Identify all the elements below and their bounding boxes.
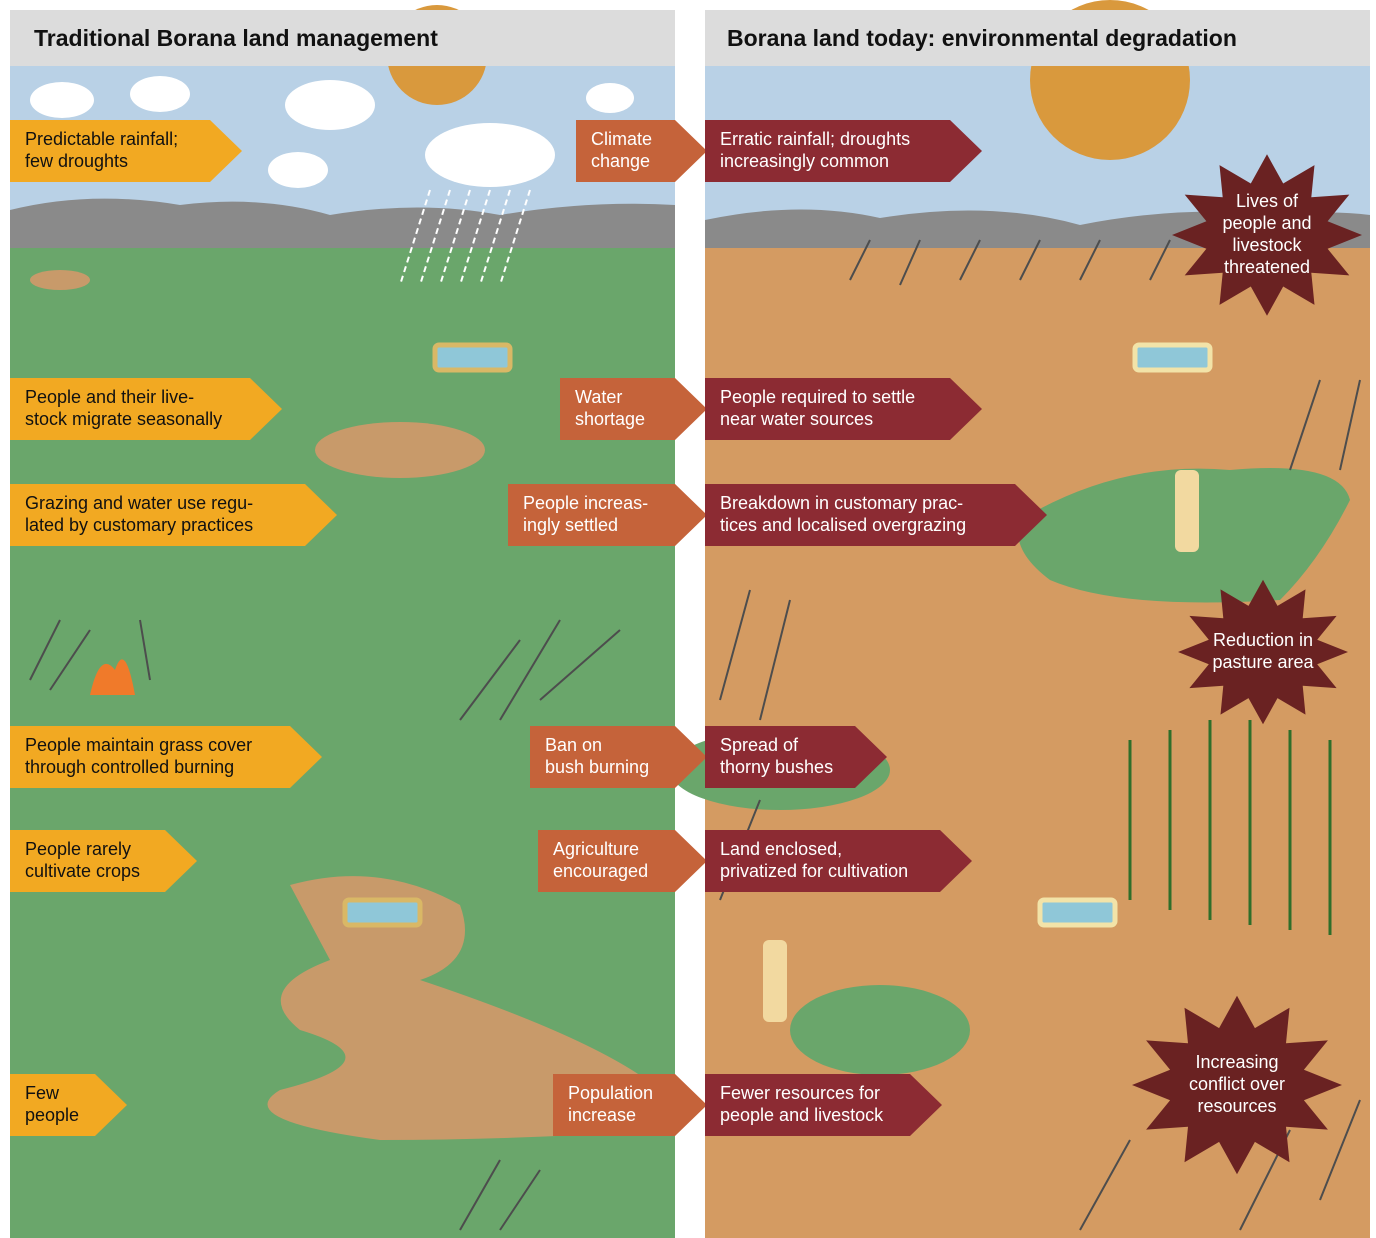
arrow-line: Breakdown in customary prac- bbox=[720, 493, 963, 513]
arrow-line: increase bbox=[568, 1105, 636, 1125]
star-line: resources bbox=[1197, 1096, 1276, 1116]
arrow-line: Erratic rainfall; droughts bbox=[720, 129, 910, 149]
arrow-line: lated by customary practices bbox=[25, 515, 253, 535]
arrow-line: Land enclosed, bbox=[720, 839, 842, 859]
arrow-line: through controlled burning bbox=[25, 757, 234, 777]
arrow-line: cultivate crops bbox=[25, 861, 140, 881]
arrow-line: Grazing and water use regu- bbox=[25, 493, 253, 513]
arrow-line: privatized for cultivation bbox=[720, 861, 908, 881]
arrow-line: shortage bbox=[575, 409, 645, 429]
arrow-line: Spread of bbox=[720, 735, 799, 755]
arrow-line: People increas- bbox=[523, 493, 648, 513]
arrow-line: People maintain grass cover bbox=[25, 735, 252, 755]
arrow-line: People rarely bbox=[25, 839, 131, 859]
star-line: threatened bbox=[1224, 257, 1310, 277]
arrow-line: change bbox=[591, 151, 650, 171]
arrow-line: Climate bbox=[591, 129, 652, 149]
arrow-line: ingly settled bbox=[523, 515, 618, 535]
infographic: Traditional Borana land management Boran… bbox=[0, 0, 1376, 1238]
arrow-line: Fewer resources for bbox=[720, 1083, 880, 1103]
arrow-line: encouraged bbox=[553, 861, 648, 881]
arrow-line: few droughts bbox=[25, 151, 128, 171]
arrow-line: thorny bushes bbox=[720, 757, 833, 777]
arrow-line: stock migrate seasonally bbox=[25, 409, 222, 429]
headers: Traditional Borana land management Boran… bbox=[10, 10, 1370, 66]
star-line: people and bbox=[1222, 213, 1311, 233]
arrow-line: increasingly common bbox=[720, 151, 889, 171]
arrow-line: Predictable rainfall; bbox=[25, 129, 178, 149]
arrow-line: Water bbox=[575, 387, 622, 407]
right-title: Borana land today: environmental degrada… bbox=[727, 25, 1237, 51]
arrow-line: People required to settle bbox=[720, 387, 915, 407]
arrow-line: bush burning bbox=[545, 757, 649, 777]
arrow-line: Ban on bbox=[545, 735, 602, 755]
left-background bbox=[10, 5, 675, 1238]
arrow-line: Agriculture bbox=[553, 839, 639, 859]
arrow-line: Few bbox=[25, 1083, 60, 1103]
star-line: livestock bbox=[1232, 235, 1302, 255]
arrow-line: people bbox=[25, 1105, 79, 1125]
star-line: Reduction in bbox=[1213, 630, 1313, 650]
star-line: Lives of bbox=[1236, 191, 1299, 211]
arrow-line: Population bbox=[568, 1083, 653, 1103]
arrow-line: People and their live- bbox=[25, 387, 194, 407]
arrow-line: tices and localised overgrazing bbox=[720, 515, 966, 535]
left-title: Traditional Borana land management bbox=[34, 25, 438, 51]
star-line: conflict over bbox=[1189, 1074, 1285, 1094]
star-line: Increasing bbox=[1195, 1052, 1278, 1072]
star-line: pasture area bbox=[1212, 652, 1314, 672]
arrow-line: people and livestock bbox=[720, 1105, 884, 1125]
arrow-line: near water sources bbox=[720, 409, 873, 429]
